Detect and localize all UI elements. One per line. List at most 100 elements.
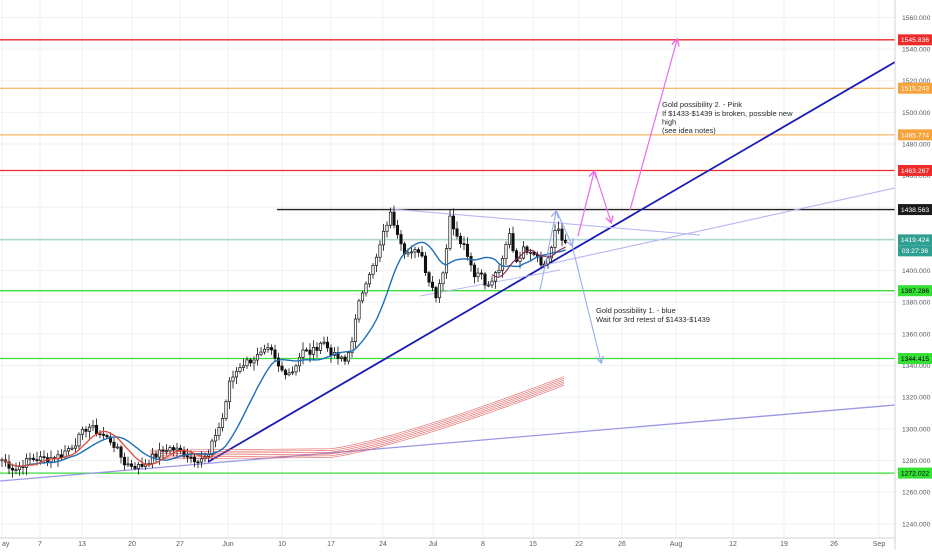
candle-body bbox=[504, 244, 508, 259]
candle bbox=[441, 271, 445, 291]
candle-body bbox=[392, 211, 396, 226]
candle-body bbox=[220, 418, 225, 428]
time-axis[interactable]: ay 7 13 20 27 Jun 10 17 24 Jul 8 15 22 26 Aug 12 19 26 Sep bbox=[0, 537, 895, 548]
price-badge-bg bbox=[898, 353, 932, 365]
candle-body bbox=[388, 211, 393, 226]
moving-averages bbox=[1, 241, 566, 467]
y-tick-label: 1520.000 bbox=[902, 78, 931, 85]
candle bbox=[231, 370, 235, 389]
candle bbox=[227, 377, 232, 410]
candle-body bbox=[374, 256, 379, 266]
candle bbox=[462, 236, 466, 251]
candle-body bbox=[241, 365, 246, 368]
candle bbox=[80, 426, 85, 440]
candle-body bbox=[325, 341, 330, 349]
candle bbox=[525, 245, 529, 256]
candle bbox=[511, 226, 515, 253]
price-badge-1515.243: 1515.243 bbox=[898, 82, 932, 94]
annotation-blue[interactable]: Gold possibility 1. - blue Wait for 3rd … bbox=[596, 306, 710, 324]
candle-body bbox=[462, 243, 466, 246]
candle-body bbox=[528, 251, 533, 254]
candle-body bbox=[378, 244, 382, 258]
candle-body bbox=[287, 372, 291, 376]
candle-body bbox=[455, 228, 459, 237]
annotation-pink-line-2: If $1433-$1439 is broken, possible new bbox=[662, 109, 793, 118]
candle bbox=[154, 451, 158, 463]
candle-body bbox=[213, 435, 218, 442]
candle bbox=[70, 444, 74, 451]
candle-body bbox=[318, 342, 323, 351]
candle-body bbox=[350, 341, 354, 354]
candle-body bbox=[133, 465, 137, 469]
y-tick-label: 1260.000 bbox=[902, 490, 931, 497]
candle-body bbox=[385, 224, 389, 232]
annotation-pink-line-1: Gold possibility 2. - Pink bbox=[662, 100, 742, 109]
x-tick-label: 12 bbox=[729, 541, 737, 548]
candle-body bbox=[514, 250, 519, 262]
candle-body bbox=[371, 264, 375, 275]
price-badge-bg bbox=[898, 82, 932, 94]
candle-body bbox=[178, 447, 183, 451]
candle-body bbox=[147, 463, 151, 465]
candle-body bbox=[283, 369, 288, 376]
x-tick-label: Aug bbox=[670, 541, 683, 548]
candle-body bbox=[154, 453, 158, 458]
price-badge-text: 1463.267 bbox=[901, 168, 930, 175]
price-badge-1419.424: 1419.424 03:27:36 bbox=[898, 234, 932, 257]
candle bbox=[458, 232, 463, 248]
ma-ribbon bbox=[149, 376, 565, 460]
candle bbox=[129, 459, 134, 470]
candle-body bbox=[343, 356, 347, 362]
x-tick-label: 10 bbox=[278, 541, 286, 548]
candle bbox=[350, 336, 354, 358]
x-tick-label: 20 bbox=[128, 541, 136, 548]
candle-body bbox=[234, 371, 239, 378]
candle-body bbox=[507, 233, 512, 245]
candle-body bbox=[122, 456, 127, 466]
candle bbox=[119, 445, 123, 464]
candle bbox=[266, 342, 270, 353]
candle bbox=[164, 444, 169, 456]
price-badge-text: 1545.836 bbox=[901, 37, 930, 44]
candle bbox=[451, 208, 456, 236]
candle bbox=[388, 207, 393, 229]
x-tick-label: 24 bbox=[379, 541, 387, 548]
candle bbox=[413, 246, 417, 259]
candle-body bbox=[7, 461, 11, 469]
candle bbox=[465, 237, 470, 261]
price-axis[interactable]: 1240.000 1260.000 1280.000 1300.000 1320.000… bbox=[894, 0, 932, 550]
candle-body bbox=[483, 273, 487, 286]
candle bbox=[556, 221, 561, 234]
x-tick-label: 27 bbox=[176, 541, 184, 548]
x-tick-label: Jun bbox=[222, 541, 233, 548]
price-badge-bg bbox=[898, 34, 932, 46]
candle bbox=[378, 240, 382, 263]
candle-body bbox=[469, 256, 473, 266]
candle-body bbox=[532, 251, 536, 255]
candle bbox=[273, 344, 277, 361]
candle bbox=[304, 347, 309, 352]
candle bbox=[504, 241, 508, 265]
x-tick-label: 26 bbox=[830, 541, 838, 548]
candle bbox=[448, 209, 452, 251]
annotation-pink[interactable]: Gold possibility 2. - Pink If $1433-$143… bbox=[662, 100, 793, 135]
price-badge-bg bbox=[898, 129, 932, 141]
candle-body bbox=[315, 347, 319, 351]
candle-body bbox=[553, 230, 557, 248]
candle bbox=[77, 432, 81, 450]
candle bbox=[248, 358, 253, 367]
candle bbox=[353, 314, 358, 350]
x-tick-label: 19 bbox=[780, 541, 788, 548]
countdown-badge-text: 03:27:36 bbox=[902, 248, 929, 255]
candle-body bbox=[276, 357, 281, 367]
candle-body bbox=[112, 441, 116, 448]
candle-body bbox=[301, 349, 305, 358]
candle bbox=[399, 229, 403, 251]
candle bbox=[528, 248, 533, 261]
y-tick-label: 1280.000 bbox=[902, 458, 931, 465]
price-badge-bg bbox=[898, 164, 932, 176]
candle-body bbox=[115, 446, 120, 449]
candle-body bbox=[416, 249, 421, 253]
candle-body bbox=[168, 447, 172, 452]
